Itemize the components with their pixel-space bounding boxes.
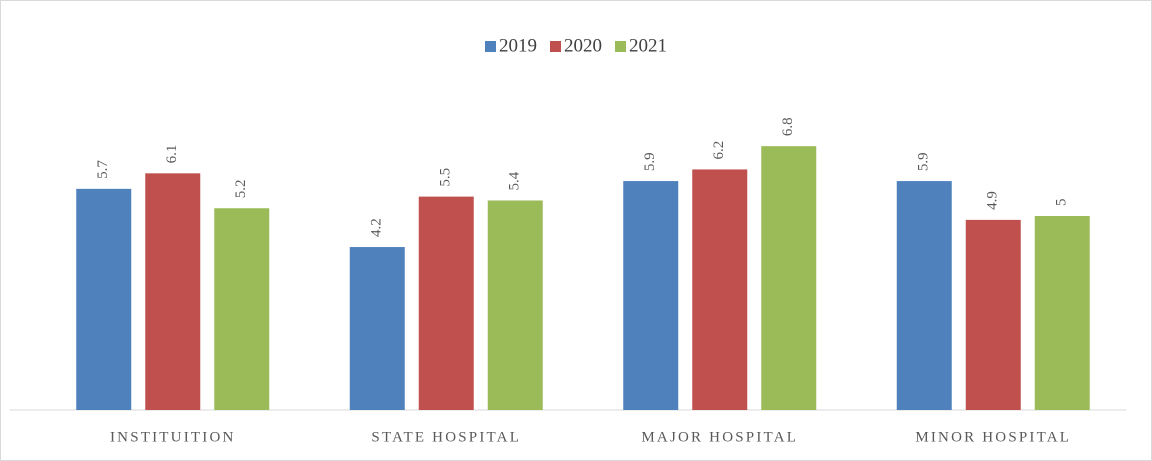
data-label: 4.2: [369, 218, 385, 237]
legend-swatch: [485, 41, 496, 52]
bar: [76, 188, 132, 410]
bar: [418, 196, 474, 410]
legend-label: 2019: [499, 35, 537, 56]
bar: [623, 181, 679, 410]
bar: [487, 200, 543, 410]
legend-swatch: [550, 41, 561, 52]
data-label: 5.7: [95, 160, 111, 179]
data-label: 5.2: [233, 179, 249, 198]
data-label: 6.1: [164, 145, 180, 164]
data-label: 5: [1054, 199, 1070, 207]
bar: [145, 173, 201, 410]
bar: [692, 169, 748, 410]
data-label: 6.2: [711, 141, 727, 160]
x-tick-label: INSTITUITION: [110, 429, 236, 445]
data-label: 5.9: [916, 152, 932, 171]
bar: [761, 146, 817, 410]
data-label: 5.4: [507, 171, 523, 190]
bar: [965, 219, 1021, 410]
x-tick-label: MINOR HOSPITAL: [915, 429, 1071, 445]
bar: [214, 208, 270, 410]
legend-swatch: [615, 41, 626, 52]
bar: [896, 181, 952, 410]
data-label: 5.5: [438, 168, 454, 187]
x-tick-label: MAJOR HOSPITAL: [641, 429, 798, 445]
data-label: 6.8: [780, 117, 796, 136]
data-label: 5.9: [642, 152, 658, 171]
x-tick-label: STATE HOSPITAL: [371, 429, 521, 445]
legend-label: 2021: [629, 35, 667, 56]
bar: [349, 247, 405, 410]
bar: [1034, 216, 1090, 410]
legend-label: 2020: [564, 35, 602, 56]
data-label: 4.9: [985, 191, 1001, 210]
